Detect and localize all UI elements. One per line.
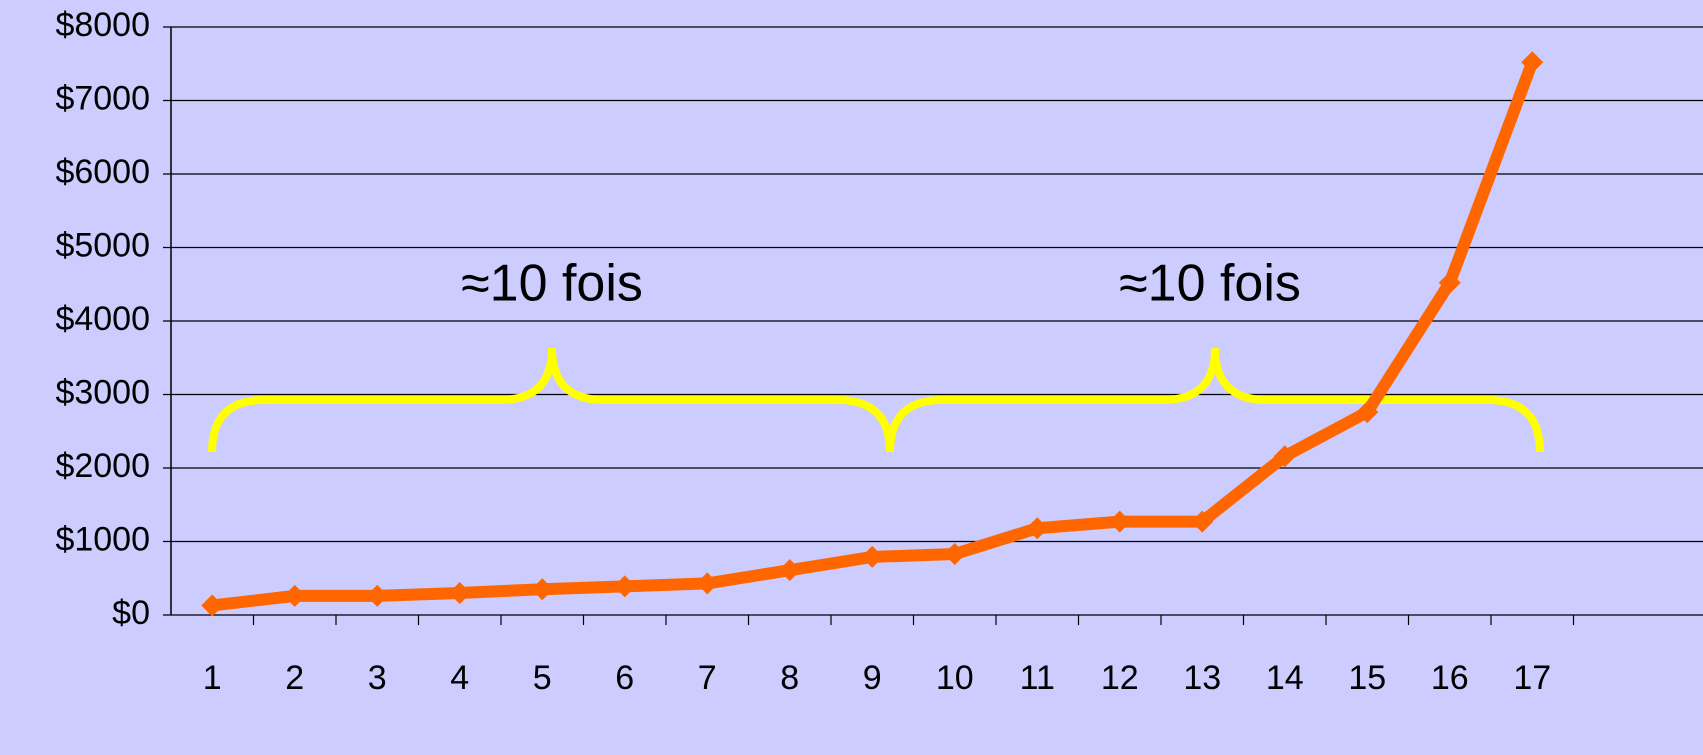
marker bbox=[201, 594, 224, 617]
x-tick-label: 17 bbox=[1513, 659, 1551, 697]
x-tick-label: 15 bbox=[1348, 659, 1386, 697]
y-tick-label: $4000 bbox=[55, 300, 150, 338]
x-tick-label: 11 bbox=[1020, 659, 1055, 697]
y-tick-label: $5000 bbox=[55, 226, 150, 264]
line bbox=[211, 60, 1538, 612]
x-tick-label: 4 bbox=[450, 659, 469, 697]
x-tick-label: 8 bbox=[780, 659, 799, 697]
y-tick-label: $0 bbox=[112, 594, 150, 632]
x-tick-label: 6 bbox=[615, 659, 634, 697]
y-tick-label: $3000 bbox=[55, 373, 150, 411]
y-tick-label: $1000 bbox=[55, 520, 150, 558]
grid bbox=[163, 26, 1703, 625]
marker bbox=[1356, 401, 1379, 424]
y-tick-label: $2000 bbox=[55, 447, 150, 485]
x-tick-label: 1 bbox=[203, 659, 222, 697]
marker bbox=[778, 559, 801, 582]
x-tick-label: 2 bbox=[285, 659, 304, 697]
y-tick-label: $7000 bbox=[55, 79, 150, 117]
marker bbox=[283, 584, 306, 607]
marker bbox=[531, 578, 554, 601]
marker bbox=[1026, 517, 1049, 540]
marker bbox=[1521, 51, 1544, 74]
brace bbox=[208, 347, 894, 453]
x-tick-label: 10 bbox=[936, 659, 974, 697]
x-tick-label: 3 bbox=[368, 659, 387, 697]
marker bbox=[366, 584, 389, 607]
marker bbox=[613, 575, 636, 598]
annotation: ≈10 fois bbox=[1119, 255, 1301, 313]
marker bbox=[861, 545, 884, 568]
marker bbox=[1191, 510, 1214, 533]
marker bbox=[1108, 510, 1131, 533]
brace bbox=[886, 347, 1544, 453]
x-tick-label: 14 bbox=[1266, 659, 1304, 697]
marker bbox=[1438, 271, 1461, 294]
x-tick-label: 16 bbox=[1431, 659, 1469, 697]
x-tick-label: 9 bbox=[863, 659, 882, 697]
marker bbox=[448, 581, 471, 604]
marker bbox=[1273, 445, 1296, 468]
x-tick-label: 12 bbox=[1101, 659, 1139, 697]
marker bbox=[943, 542, 966, 565]
y-tick-label: $8000 bbox=[55, 6, 150, 44]
y-tick-label: $6000 bbox=[55, 153, 150, 191]
marker bbox=[696, 572, 719, 595]
x-tick-label: 7 bbox=[698, 659, 717, 697]
annotation: ≈10 fois bbox=[461, 255, 643, 313]
x-tick-label: 13 bbox=[1183, 659, 1221, 697]
x-tick-label: 5 bbox=[533, 659, 552, 697]
